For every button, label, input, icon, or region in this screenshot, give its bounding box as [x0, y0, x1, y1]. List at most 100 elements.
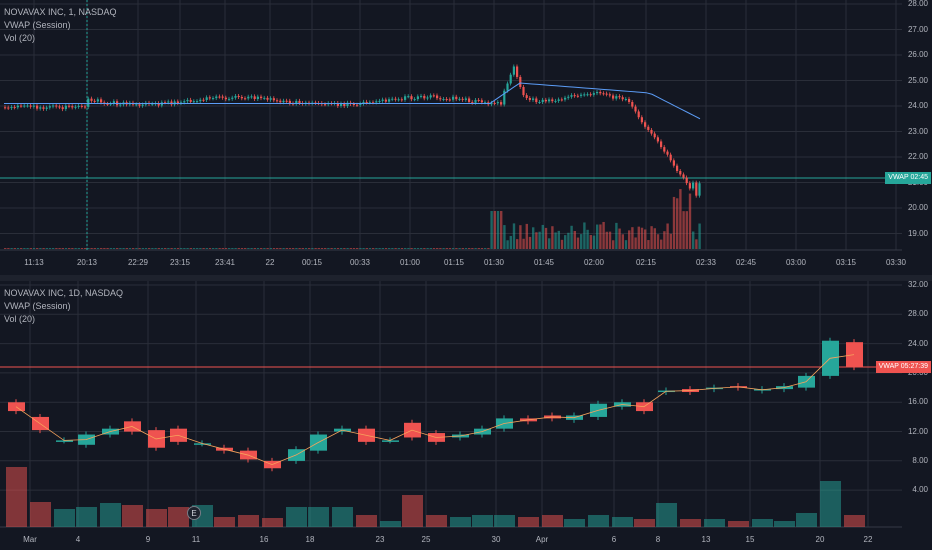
- volume-bar: [752, 519, 773, 527]
- volume-bar: [666, 223, 668, 249]
- time-tick: 01:45: [534, 258, 554, 267]
- price-tick: 20.00: [908, 203, 928, 212]
- candle-body: [647, 127, 649, 130]
- time-tick: 15: [746, 535, 755, 544]
- volume-bar: [656, 503, 677, 527]
- volume-bar: [273, 248, 275, 249]
- volume-bar: [689, 194, 691, 249]
- volume-bar: [356, 515, 377, 527]
- time-tick: 18: [306, 535, 315, 544]
- vwap-tag-value: 02:45: [910, 174, 928, 181]
- candle-body: [394, 99, 396, 100]
- volume-indicator-label[interactable]: Vol (20): [4, 313, 123, 326]
- volume-bar: [551, 226, 553, 249]
- candle-body: [324, 104, 326, 105]
- volume-bar: [446, 248, 448, 249]
- daily-chart-canvas[interactable]: [0, 281, 932, 550]
- candle-body: [430, 95, 432, 97]
- candle-body: [538, 102, 540, 103]
- candle-body: [577, 96, 579, 97]
- volume-bar: [30, 248, 32, 249]
- volume-bar: [631, 227, 633, 249]
- candle-body: [500, 102, 502, 104]
- time-tick: 02:15: [636, 258, 656, 267]
- candle-body: [545, 100, 547, 101]
- price-tick: 24.00: [908, 339, 928, 348]
- candle-body: [260, 97, 262, 98]
- time-tick: 22: [266, 258, 275, 267]
- intraday-chart-pane[interactable]: NOVAVAX INC, 1, NASDAQ VWAP (Session) Vo…: [0, 0, 932, 275]
- candle-body: [186, 100, 188, 101]
- volume-bar: [704, 519, 725, 527]
- time-tick: Apr: [536, 535, 548, 544]
- vwap-indicator-label[interactable]: VWAP (Session): [4, 19, 117, 32]
- volume-bar: [65, 248, 67, 249]
- symbol-label[interactable]: NOVAVAX INC, 1D, NASDAQ: [4, 287, 123, 300]
- volume-bar: [167, 248, 169, 249]
- candle-body: [250, 96, 252, 97]
- volume-bar: [401, 248, 403, 249]
- candle-body: [49, 106, 51, 107]
- candle-body: [522, 87, 524, 95]
- volume-bar: [436, 248, 438, 249]
- volume-bar: [286, 507, 307, 527]
- volume-bar: [391, 248, 393, 249]
- volume-bar: [100, 248, 102, 249]
- time-tick: 4: [76, 535, 80, 544]
- volume-bar: [680, 519, 701, 527]
- candle-body: [222, 97, 224, 98]
- candle-body: [606, 94, 608, 95]
- volume-bar: [602, 222, 604, 249]
- volume-bar: [618, 229, 620, 249]
- volume-bar: [270, 248, 272, 249]
- volume-bar: [209, 248, 211, 249]
- candle-body: [471, 102, 473, 103]
- symbol-label[interactable]: NOVAVAX INC, 1, NASDAQ: [4, 6, 117, 19]
- time-tick: 03:30: [886, 258, 906, 267]
- volume-bar: [327, 248, 329, 249]
- volume-bar: [455, 248, 457, 249]
- volume-bar: [196, 248, 198, 249]
- candle-body: [548, 99, 550, 101]
- volume-bar: [146, 509, 167, 527]
- volume-bar: [228, 248, 230, 249]
- price-tick: 23.00: [908, 127, 928, 136]
- candle-body: [846, 342, 863, 367]
- volume-bar: [94, 248, 96, 249]
- volume-bar: [132, 248, 134, 249]
- volume-bar: [170, 248, 172, 249]
- volume-bar: [378, 248, 380, 249]
- volume-bar: [241, 248, 243, 249]
- candle-body: [142, 105, 144, 106]
- candle-body: [206, 97, 208, 100]
- price-tick: 32.00: [908, 280, 928, 289]
- intraday-chart-canvas[interactable]: [0, 0, 932, 275]
- candle-body: [682, 174, 684, 177]
- volume-bar: [222, 248, 224, 249]
- candle-body: [465, 98, 467, 99]
- daily-chart-pane[interactable]: NOVAVAX INC, 1D, NASDAQ VWAP (Session) V…: [0, 281, 932, 550]
- volume-bar: [380, 521, 401, 527]
- price-axis[interactable]: 28.0027.0026.0025.0024.0023.0022.0021.00…: [902, 0, 932, 275]
- candle-body: [238, 96, 240, 97]
- volume-bar: [503, 225, 505, 249]
- earnings-marker-icon[interactable]: E: [187, 506, 201, 520]
- candle-body: [638, 111, 640, 117]
- volume-indicator-label[interactable]: Vol (20): [4, 32, 117, 45]
- candle-body: [583, 94, 585, 95]
- volume-bar: [682, 211, 684, 249]
- price-axis[interactable]: 32.0028.0024.0020.0016.0012.008.004.00: [902, 281, 932, 550]
- volume-bar: [497, 211, 499, 249]
- candle-body: [39, 107, 41, 108]
- volume-bar: [103, 248, 105, 249]
- volume-bar: [692, 232, 694, 249]
- volume-bar: [26, 248, 28, 249]
- volume-bar: [260, 248, 262, 249]
- volume-bar: [564, 235, 566, 249]
- volume-bar: [487, 248, 489, 249]
- vwap-tag-value: 05:27:39: [901, 363, 928, 370]
- candle-body: [650, 130, 652, 134]
- vwap-indicator-label[interactable]: VWAP (Session): [4, 300, 123, 313]
- volume-bar: [433, 248, 435, 249]
- volume-bar: [318, 248, 320, 249]
